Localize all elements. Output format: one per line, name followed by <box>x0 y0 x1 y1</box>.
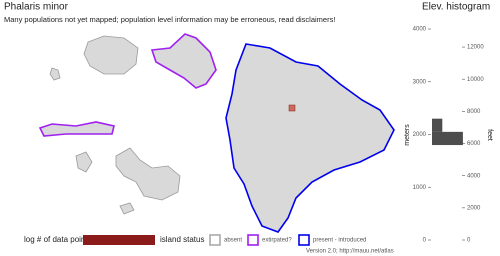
legend-item-label: present - introduced <box>313 238 366 244</box>
y2-tick-label: 4000 <box>467 173 481 179</box>
y-tick-label: 2000 <box>413 132 427 138</box>
legend-swatch <box>209 234 221 246</box>
subtitle: Many populations not yet mapped; populat… <box>4 15 335 24</box>
title: Phalaris minor <box>4 2 69 13</box>
island-kahoolawe <box>119 202 135 215</box>
histogram-bar <box>432 118 443 132</box>
y-tick-label: 3000 <box>413 79 427 85</box>
legend-swatch <box>298 234 310 246</box>
legend: log # of data points island status <box>24 235 204 244</box>
legend-item-label: extirpated? <box>262 238 292 244</box>
y2-tick-label: 6000 <box>467 141 481 147</box>
legend-points-bar <box>83 235 155 245</box>
island-niihau <box>49 67 61 81</box>
y2-tick-label: 0 <box>467 238 471 244</box>
y2-tick-label: 2000 <box>467 205 481 211</box>
legend-points-label: log # of data points <box>24 235 92 244</box>
y2-tick-label: 10000 <box>467 77 484 83</box>
y2-tick-label: 8000 <box>467 109 481 115</box>
legend-item-label: absent <box>224 238 242 244</box>
histogram-title: Elev. histogram <box>422 2 490 13</box>
island-molokai <box>38 121 115 137</box>
island-maui <box>115 147 181 201</box>
island-lanai <box>75 151 93 173</box>
footer: Version 2.0; http://mauu.net/atlas <box>306 249 394 255</box>
y-tick-label: 1000 <box>413 185 427 191</box>
y2-tick-label: 12000 <box>467 45 484 51</box>
y-axis-label: meters <box>404 124 411 146</box>
histogram-bar <box>432 131 463 146</box>
y-tick-label: 4000 <box>413 27 427 33</box>
island-hawaii <box>225 43 395 233</box>
y-tick-label: 0 <box>423 238 427 244</box>
island-oahu <box>150 33 217 89</box>
data-point <box>288 104 296 112</box>
island-kauai <box>83 35 139 75</box>
legend-status-label: island status <box>160 235 204 244</box>
map <box>38 33 395 233</box>
legend-swatch <box>247 234 259 246</box>
y2-axis-label: feet <box>486 129 493 141</box>
